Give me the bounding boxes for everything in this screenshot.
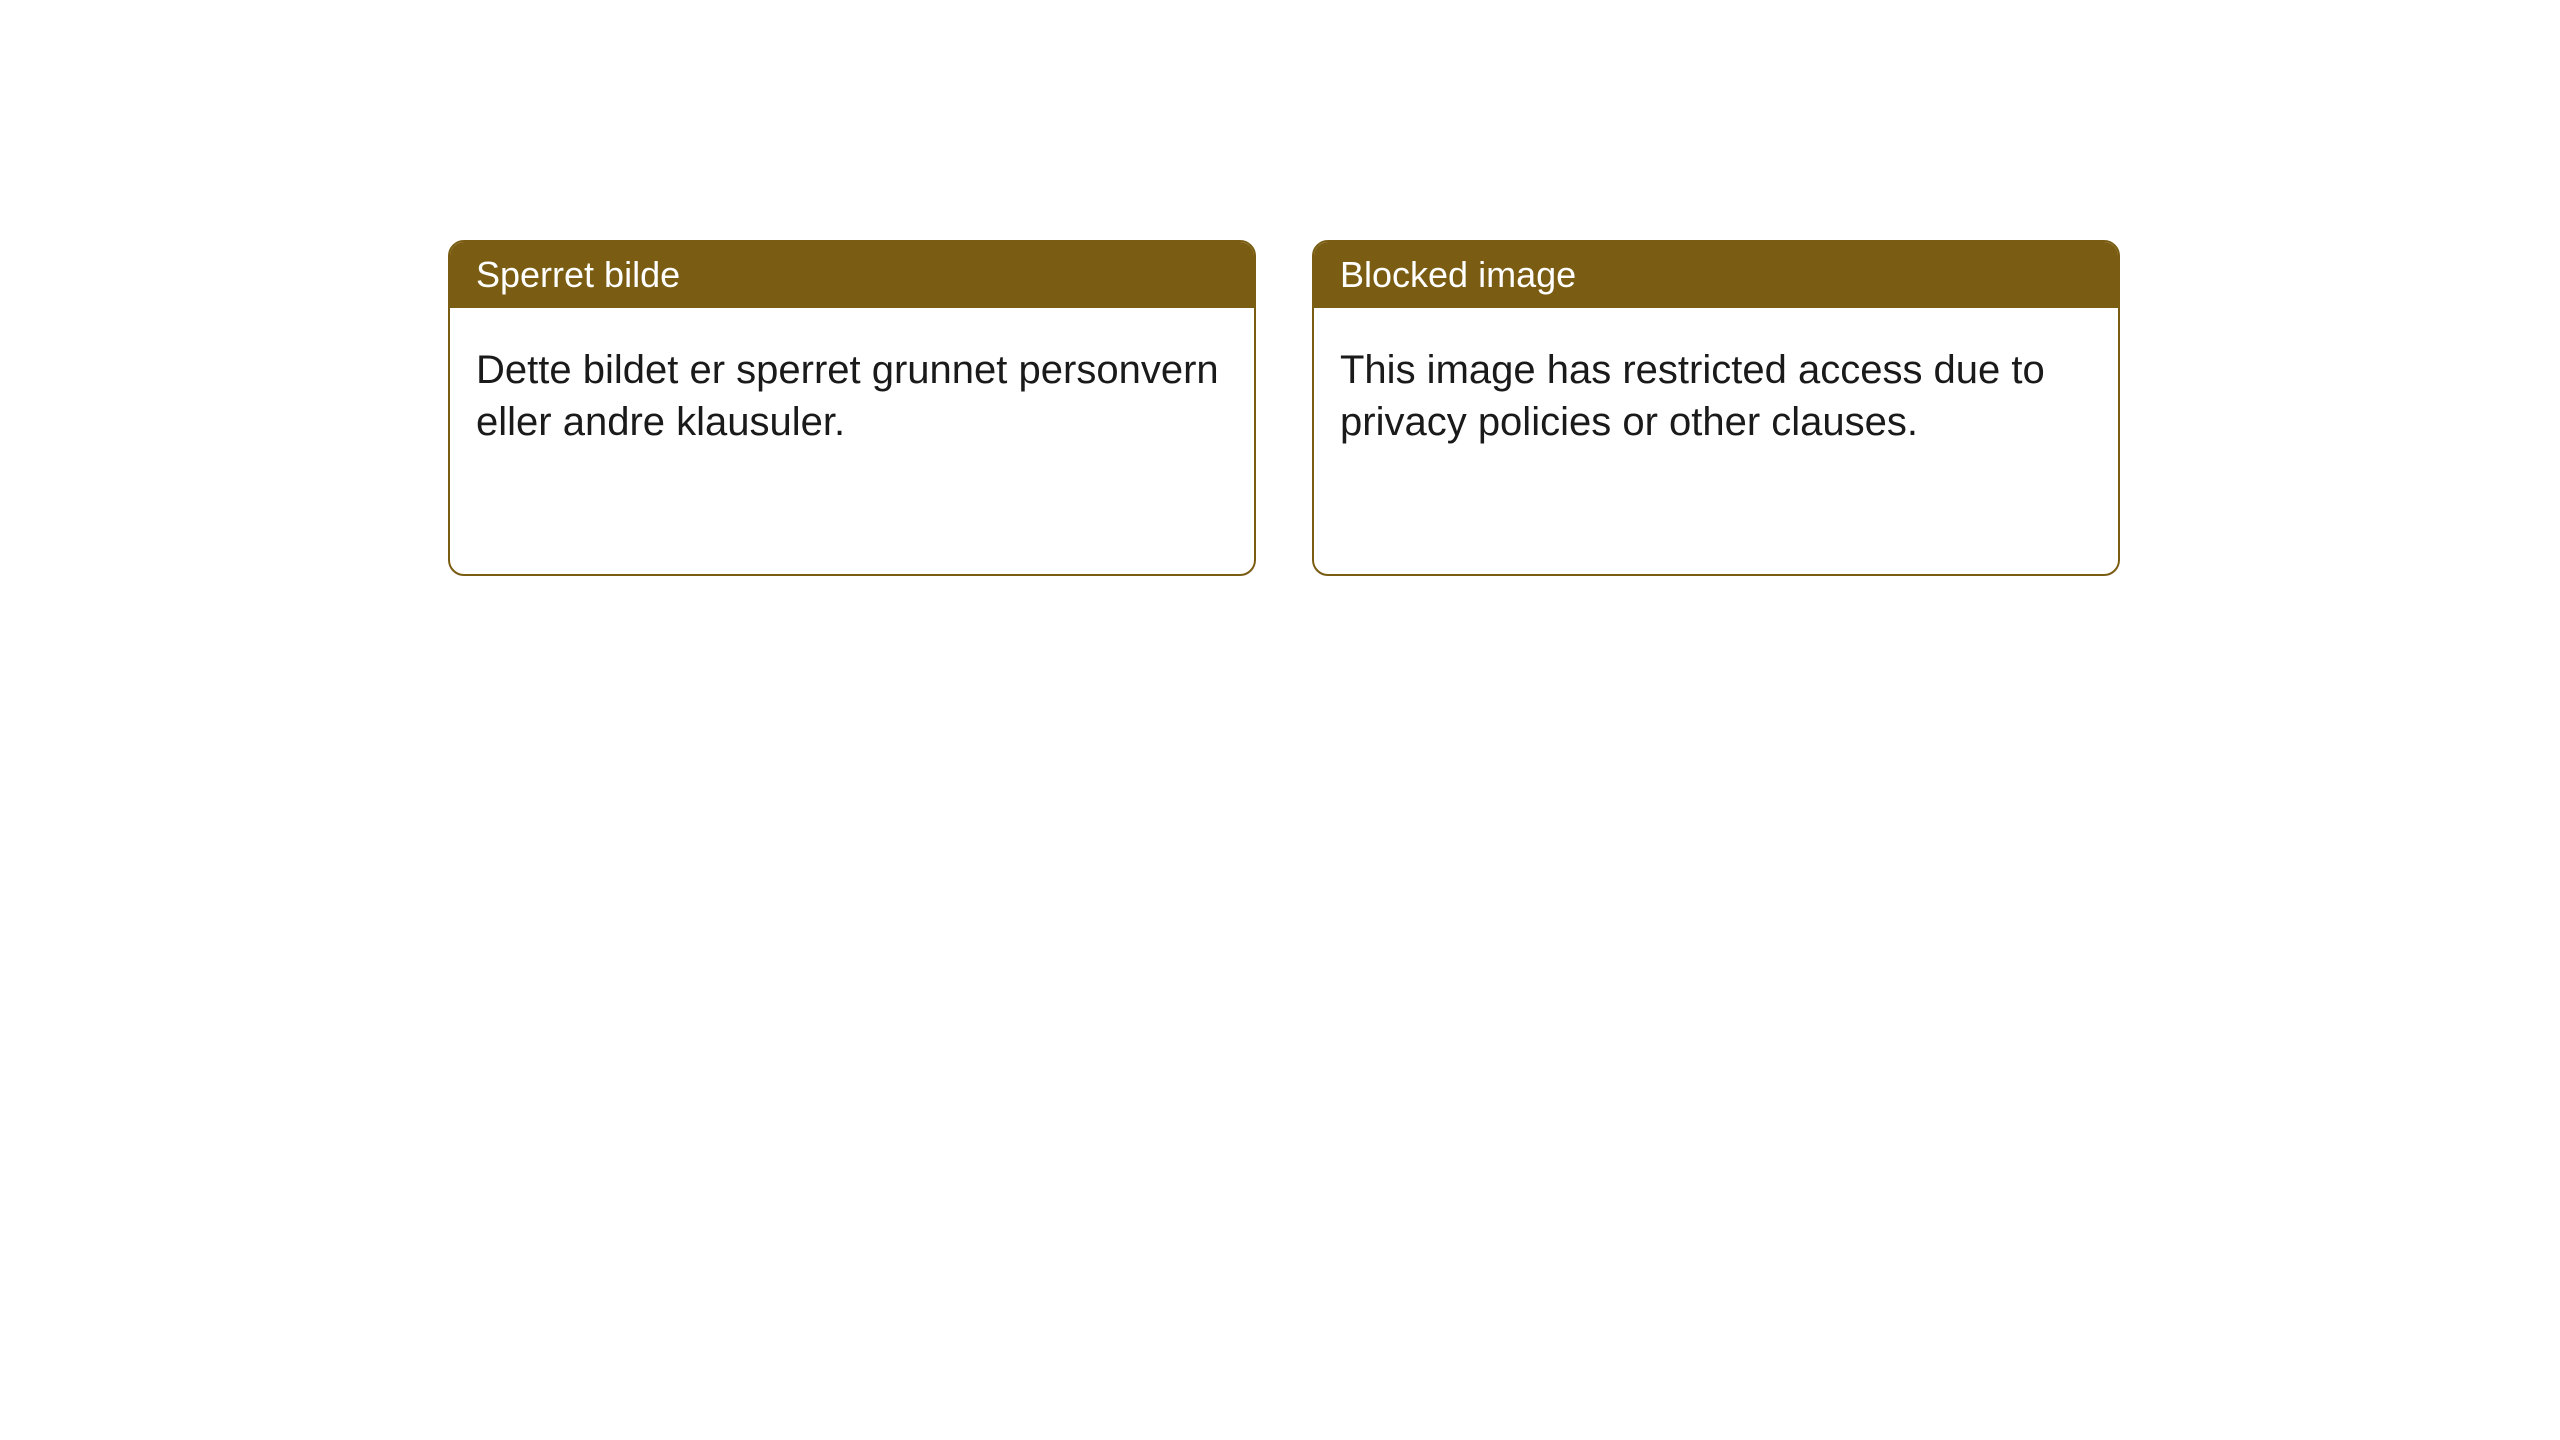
card-body-norwegian: Dette bildet er sperret grunnet personve… — [450, 308, 1254, 484]
card-body-english: This image has restricted access due to … — [1314, 308, 2118, 484]
notice-card-norwegian: Sperret bilde Dette bildet er sperret gr… — [448, 240, 1256, 576]
notice-cards-container: Sperret bilde Dette bildet er sperret gr… — [448, 240, 2120, 576]
card-header-english: Blocked image — [1314, 242, 2118, 308]
notice-card-english: Blocked image This image has restricted … — [1312, 240, 2120, 576]
card-header-norwegian: Sperret bilde — [450, 242, 1254, 308]
